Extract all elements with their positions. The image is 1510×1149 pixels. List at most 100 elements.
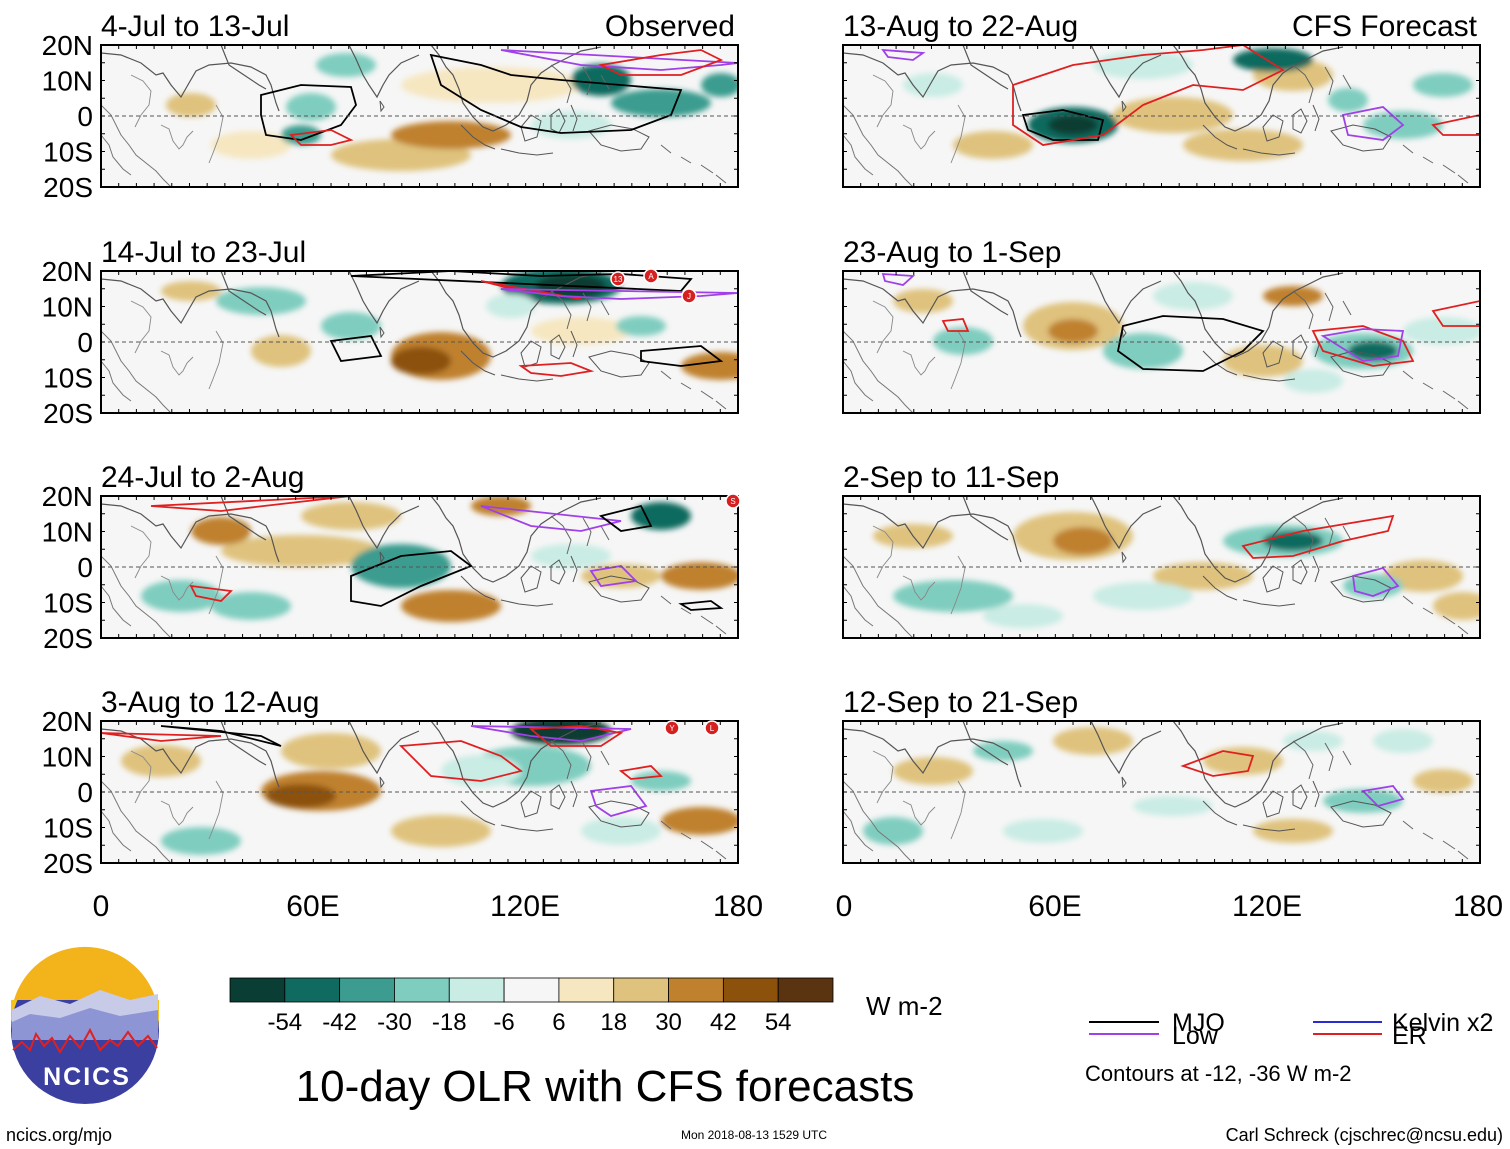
lat-label: 0 [77, 777, 93, 808]
ncics-logo: NCICS [11, 946, 159, 1104]
legend-label-er: ER [1392, 1022, 1427, 1050]
olr-anomaly-patch [391, 347, 451, 375]
colorbar-swatch [339, 977, 395, 1003]
lon-label-0: 0 [93, 890, 110, 923]
colorbar-swatch [284, 977, 341, 1003]
svg-text:L: L [710, 724, 715, 733]
wave-contour [470, 725, 632, 742]
cfs-forecast-label: CFS Forecast [1292, 10, 1478, 43]
svg-text:J: J [687, 292, 691, 301]
lat-label: 20N [42, 256, 93, 287]
olr-panel: 24-Jul to 2-Aug 20N 10N 0 10S 20S [42, 461, 739, 654]
olr-anomaly-patch [1283, 369, 1343, 393]
olr-anomaly-patch [661, 562, 738, 590]
lat-label: 10S [43, 588, 93, 619]
wave-contour [678, 600, 724, 611]
wave-contour [598, 49, 724, 76]
olr-anomaly-patch [121, 745, 201, 777]
lon-label-120e: 120E [490, 890, 560, 923]
lat-label: 20S [43, 848, 93, 879]
olr-panel: 12-Sep to 21-Sep [842, 686, 1481, 864]
olr-anomaly-patch [166, 93, 216, 117]
lon-label-120e: 120E [1232, 890, 1302, 923]
svg-text:Y: Y [669, 724, 675, 733]
colorbar-swatch [229, 977, 286, 1003]
olr-anomaly-patch [471, 496, 531, 516]
olr-panel: 4-Jul to 13-Jul 20N 10N 0 10S 20S [42, 10, 739, 203]
lat-label: 10N [42, 517, 93, 548]
lat-label: 10S [43, 137, 93, 168]
storm-marker: Y [664, 720, 680, 736]
wave-contour [150, 496, 352, 512]
lat-label: 0 [77, 327, 93, 358]
olr-anomaly-patch [973, 741, 1033, 761]
colorbar-swatch [722, 977, 779, 1003]
olr-anomaly-patch [161, 281, 221, 301]
wave-contour [518, 362, 595, 377]
footer-website: ncics.org/mjo [6, 1125, 112, 1145]
olr-anomaly-patch [351, 544, 451, 588]
colorbar-swatch [394, 977, 450, 1003]
olr-anomaly-patch [661, 807, 738, 835]
olr-anomaly-patch [1233, 48, 1313, 72]
olr-anomaly-patch [1263, 286, 1323, 306]
olr-anomaly-patch [1413, 769, 1473, 793]
lat-label: 20N [42, 481, 93, 512]
lon-label-60e: 60E [1028, 890, 1081, 923]
wave-contour [618, 765, 663, 780]
olr-anomaly-patch [211, 592, 291, 620]
contour-legend: MJO Kelvin x2 Low ER Contours at -12, -3… [1085, 1009, 1493, 1086]
colorbar-tick-label: -6 [493, 1009, 514, 1036]
olr-anomaly-patch [903, 73, 963, 97]
colorbar-swatch [613, 977, 669, 1003]
colorbar-swatch [777, 977, 834, 1003]
olr-anomaly-patch [631, 771, 691, 791]
wave-contour [1352, 566, 1400, 597]
olr-anomaly-patch [611, 89, 711, 117]
olr-anomaly-patch [266, 784, 336, 808]
storm-marker: 13 [610, 271, 626, 287]
wave-contour [160, 725, 282, 747]
wave-contour [189, 584, 233, 602]
colorbar-swatch [448, 977, 505, 1003]
colorbar-tick-label: -42 [322, 1009, 357, 1036]
storm-marker: A [643, 268, 659, 284]
wave-contour [480, 505, 622, 532]
wave-contour [1117, 315, 1265, 372]
colorbar-swatch [558, 977, 615, 1003]
olr-anomaly-patch [1383, 560, 1463, 592]
svg-text:13: 13 [614, 275, 623, 284]
storm-marker: L [704, 720, 720, 736]
wave-contour [528, 725, 624, 747]
colorbar-tick-label: 30 [655, 1009, 682, 1036]
olr-anomaly-patch [701, 73, 738, 97]
wave-contour [881, 48, 926, 61]
wave-contour [1012, 45, 1285, 146]
wave-contour [1180, 750, 1255, 777]
lat-label: 20N [42, 30, 93, 61]
lat-label: 10N [42, 66, 93, 97]
lon-label-0: 0 [836, 890, 853, 923]
wave-contour [1311, 325, 1415, 367]
panel-period-label: 4-Jul to 13-Jul [101, 10, 289, 43]
olr-anomaly-patch [251, 335, 311, 367]
storm-marker: S [725, 493, 741, 509]
olr-anomaly-patch [301, 502, 401, 530]
olr-anomaly-patch [286, 93, 336, 121]
colorbar-tick-label: 54 [765, 1009, 792, 1036]
olr-anomaly-patch [1103, 333, 1183, 369]
panel-period-label: 23-Aug to 1-Sep [843, 236, 1061, 269]
olr-anomaly-patch [616, 316, 666, 336]
storm-marker: J [681, 288, 697, 304]
wave-contour [881, 273, 916, 286]
olr-anomaly-patch [211, 131, 291, 159]
colorbar: -54 -42 -30 -18 -6 6 18 30 42 54 [229, 977, 834, 1036]
olr-anomaly-patch [893, 580, 1013, 612]
lat-label: 0 [77, 101, 93, 132]
olr-anomaly-patch [221, 535, 381, 567]
wave-contour [1241, 514, 1395, 559]
wave-contour [1431, 114, 1480, 136]
colorbar-swatch [668, 977, 724, 1003]
olr-anomaly-patch [1093, 582, 1193, 610]
wave-contour [500, 49, 738, 71]
